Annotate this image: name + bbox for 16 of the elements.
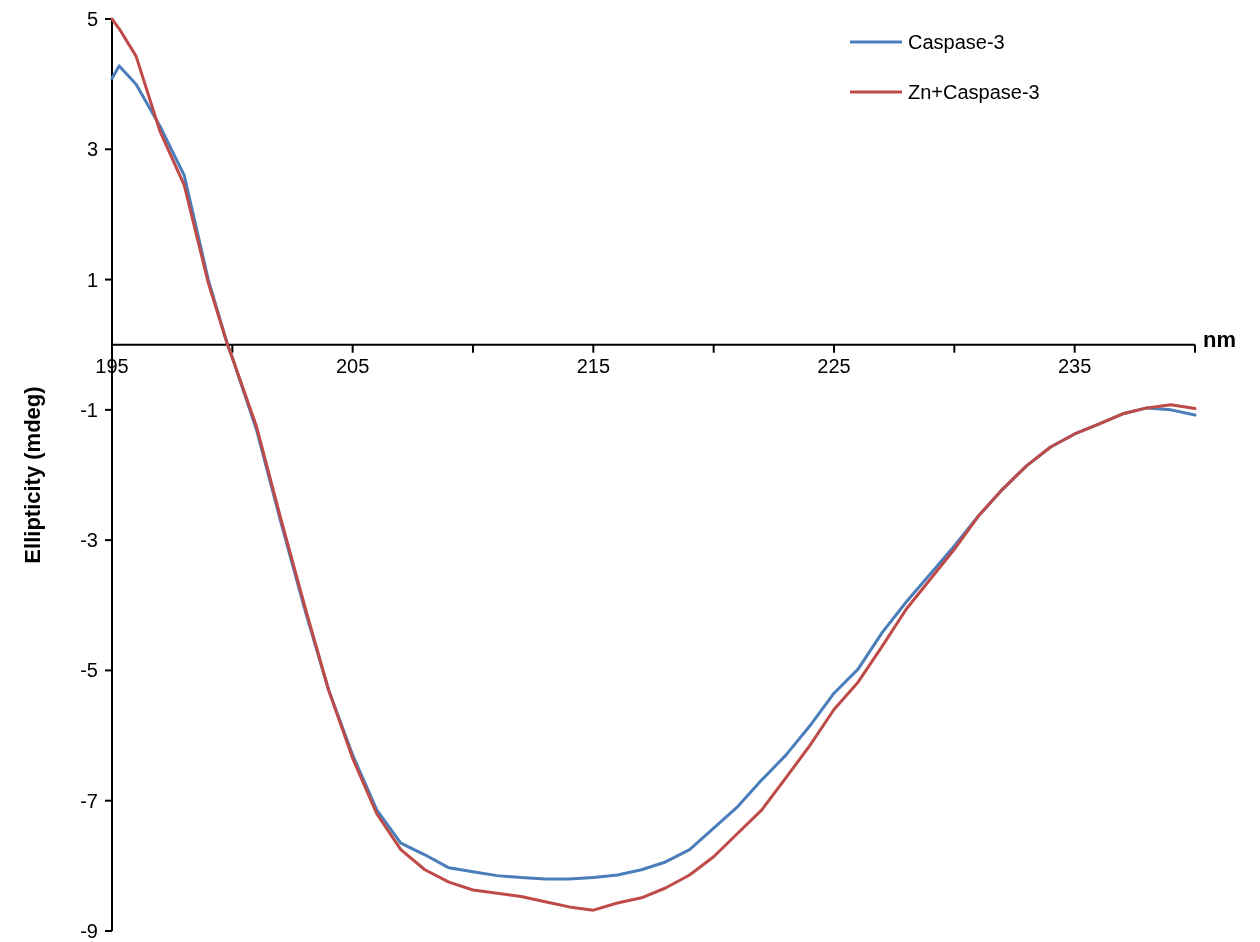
y-tick-label: 1 [86, 268, 98, 291]
y-tick-label: 5 [86, 8, 98, 30]
y-tick-label: -7 [80, 789, 98, 812]
legend-label: Zn+Caspase-3 [908, 81, 1040, 103]
x-tick-label: 235 [1057, 354, 1092, 377]
y-tick-label: -5 [80, 659, 98, 682]
y-tick-label: -9 [80, 920, 98, 942]
x-tick-label: 205 [335, 354, 370, 377]
y-tick-label: 3 [86, 138, 98, 161]
x-tick-label: 225 [817, 354, 851, 377]
y-tick-label: -3 [80, 529, 98, 552]
y-tick-label: -1 [80, 398, 98, 421]
y-axis-title: Ellipticity (mdeg) [20, 386, 45, 564]
x-axis-title: nm [1203, 326, 1236, 352]
legend-label: Caspase-3 [908, 31, 1005, 53]
x-tick-label: 215 [576, 354, 611, 377]
